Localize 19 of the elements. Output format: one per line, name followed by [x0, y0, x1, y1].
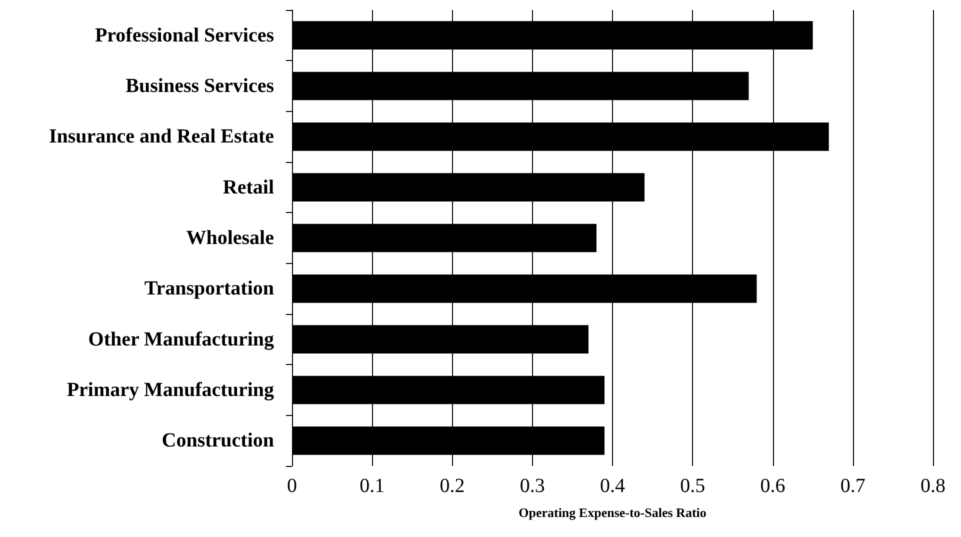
- x-axis-title: Operating Expense-to-Sales Ratio: [518, 505, 706, 520]
- x-tick-label: 0: [287, 475, 297, 497]
- x-tick-label: 0.5: [680, 475, 706, 497]
- x-tick-label: 0.4: [600, 475, 625, 497]
- y-tick-label: Primary Manufacturing: [66, 379, 274, 401]
- x-tick-label: 0.8: [920, 475, 946, 497]
- y-tick-label: Insurance and Real Estate: [48, 126, 274, 148]
- y-tick-label: Business Services: [126, 75, 274, 97]
- y-tick-label: Retail: [222, 176, 274, 198]
- y-tick-label: Construction: [162, 430, 274, 452]
- x-tick-label: 0.1: [360, 475, 385, 497]
- y-tick-label: Other Manufacturing: [88, 328, 274, 350]
- x-tick-label: 0.6: [760, 475, 786, 497]
- x-tick-label: 0.2: [440, 475, 465, 497]
- x-tick-label: 0.3: [520, 475, 545, 497]
- x-tick-label: 0.7: [840, 475, 866, 497]
- y-tick-label: Transportation: [144, 278, 274, 300]
- y-tick-label: Professional Services: [94, 24, 274, 46]
- y-tick-label: Wholesale: [186, 227, 274, 249]
